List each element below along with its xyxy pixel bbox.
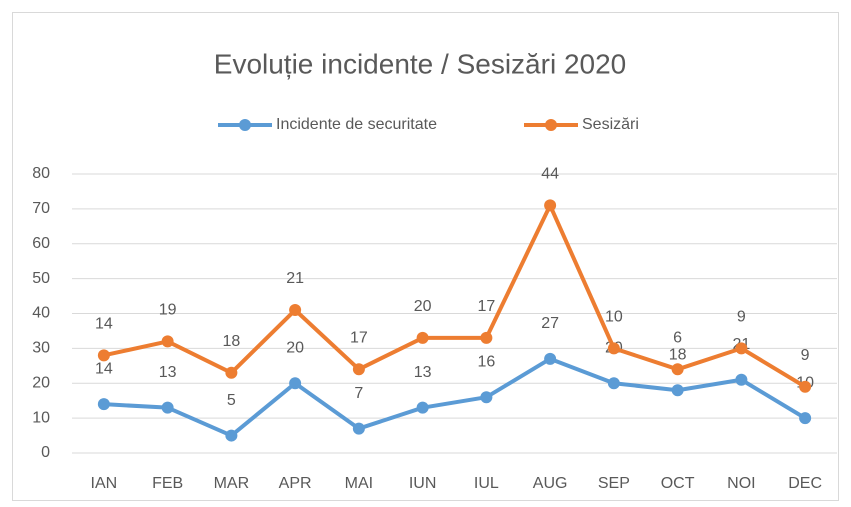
chart-border — [12, 12, 839, 501]
point — [97, 398, 110, 411]
data-label: 5 — [227, 392, 236, 409]
data-label: 14 — [95, 360, 113, 377]
point — [289, 304, 302, 317]
point — [607, 342, 620, 355]
point — [161, 335, 174, 348]
point — [544, 199, 557, 212]
x-tick-label: SEP — [598, 475, 630, 492]
y-tick-label: 80 — [32, 165, 50, 182]
data-label: 17 — [477, 298, 495, 315]
point — [416, 331, 429, 344]
point — [735, 342, 748, 355]
point — [97, 349, 110, 362]
data-label: 18 — [222, 333, 240, 350]
point — [544, 352, 557, 365]
x-tick-label: OCT — [661, 475, 695, 492]
point — [352, 422, 365, 435]
series-line — [103, 356, 807, 438]
point — [289, 377, 302, 390]
y-tick-label: 10 — [32, 409, 50, 426]
data-label: 20 — [286, 339, 304, 356]
point — [735, 373, 748, 386]
data-label: 10 — [605, 309, 623, 326]
x-tick-label: NOI — [727, 475, 755, 492]
y-tick-label: 40 — [32, 305, 50, 322]
data-label: 17 — [350, 330, 368, 347]
data-label: 20 — [414, 298, 432, 315]
point — [225, 429, 238, 442]
y-tick-label: 50 — [32, 270, 50, 287]
data-label: 9 — [801, 347, 810, 364]
data-label: 9 — [737, 309, 746, 326]
point — [480, 391, 493, 404]
legend-label: Sesizări — [582, 116, 639, 133]
data-label: 16 — [477, 353, 495, 370]
point — [671, 363, 684, 376]
data-label: 14 — [95, 316, 113, 333]
data-label: 6 — [673, 330, 682, 347]
chart-title: Evoluție incidente / Sesizări 2020 — [214, 48, 626, 79]
series-line — [103, 203, 807, 389]
point — [607, 377, 620, 390]
data-label: 13 — [414, 364, 432, 381]
legend-marker — [239, 119, 251, 131]
point — [799, 412, 812, 425]
point — [352, 363, 365, 376]
data-label: 44 — [541, 166, 559, 183]
x-tick-label: IUN — [409, 475, 437, 492]
point — [480, 331, 493, 344]
data-label: 27 — [541, 315, 559, 332]
y-tick-label: 70 — [32, 200, 50, 217]
data-label: 13 — [159, 364, 177, 381]
x-tick-label: IAN — [91, 475, 118, 492]
y-tick-label: 30 — [32, 340, 50, 357]
data-label: 19 — [159, 302, 177, 319]
legend-marker — [545, 119, 557, 131]
x-tick-label: MAR — [214, 475, 250, 492]
x-tick-label: FEB — [152, 475, 183, 492]
x-tick-label: DEC — [788, 475, 822, 492]
x-tick-label: MAI — [345, 475, 373, 492]
point — [416, 401, 429, 414]
data-label: 7 — [354, 385, 363, 402]
x-tick-label: AUG — [533, 475, 568, 492]
point — [161, 401, 174, 414]
point — [799, 380, 812, 393]
data-label: 21 — [286, 270, 304, 287]
legend-label: Incidente de securitate — [276, 116, 437, 133]
y-tick-label: 60 — [32, 235, 50, 252]
y-tick-label: 0 — [41, 444, 50, 461]
point — [225, 366, 238, 379]
data-label: 18 — [669, 346, 687, 363]
y-tick-label: 20 — [32, 374, 50, 391]
x-tick-label: APR — [279, 475, 312, 492]
point — [671, 384, 684, 397]
x-tick-label: IUL — [474, 475, 499, 492]
